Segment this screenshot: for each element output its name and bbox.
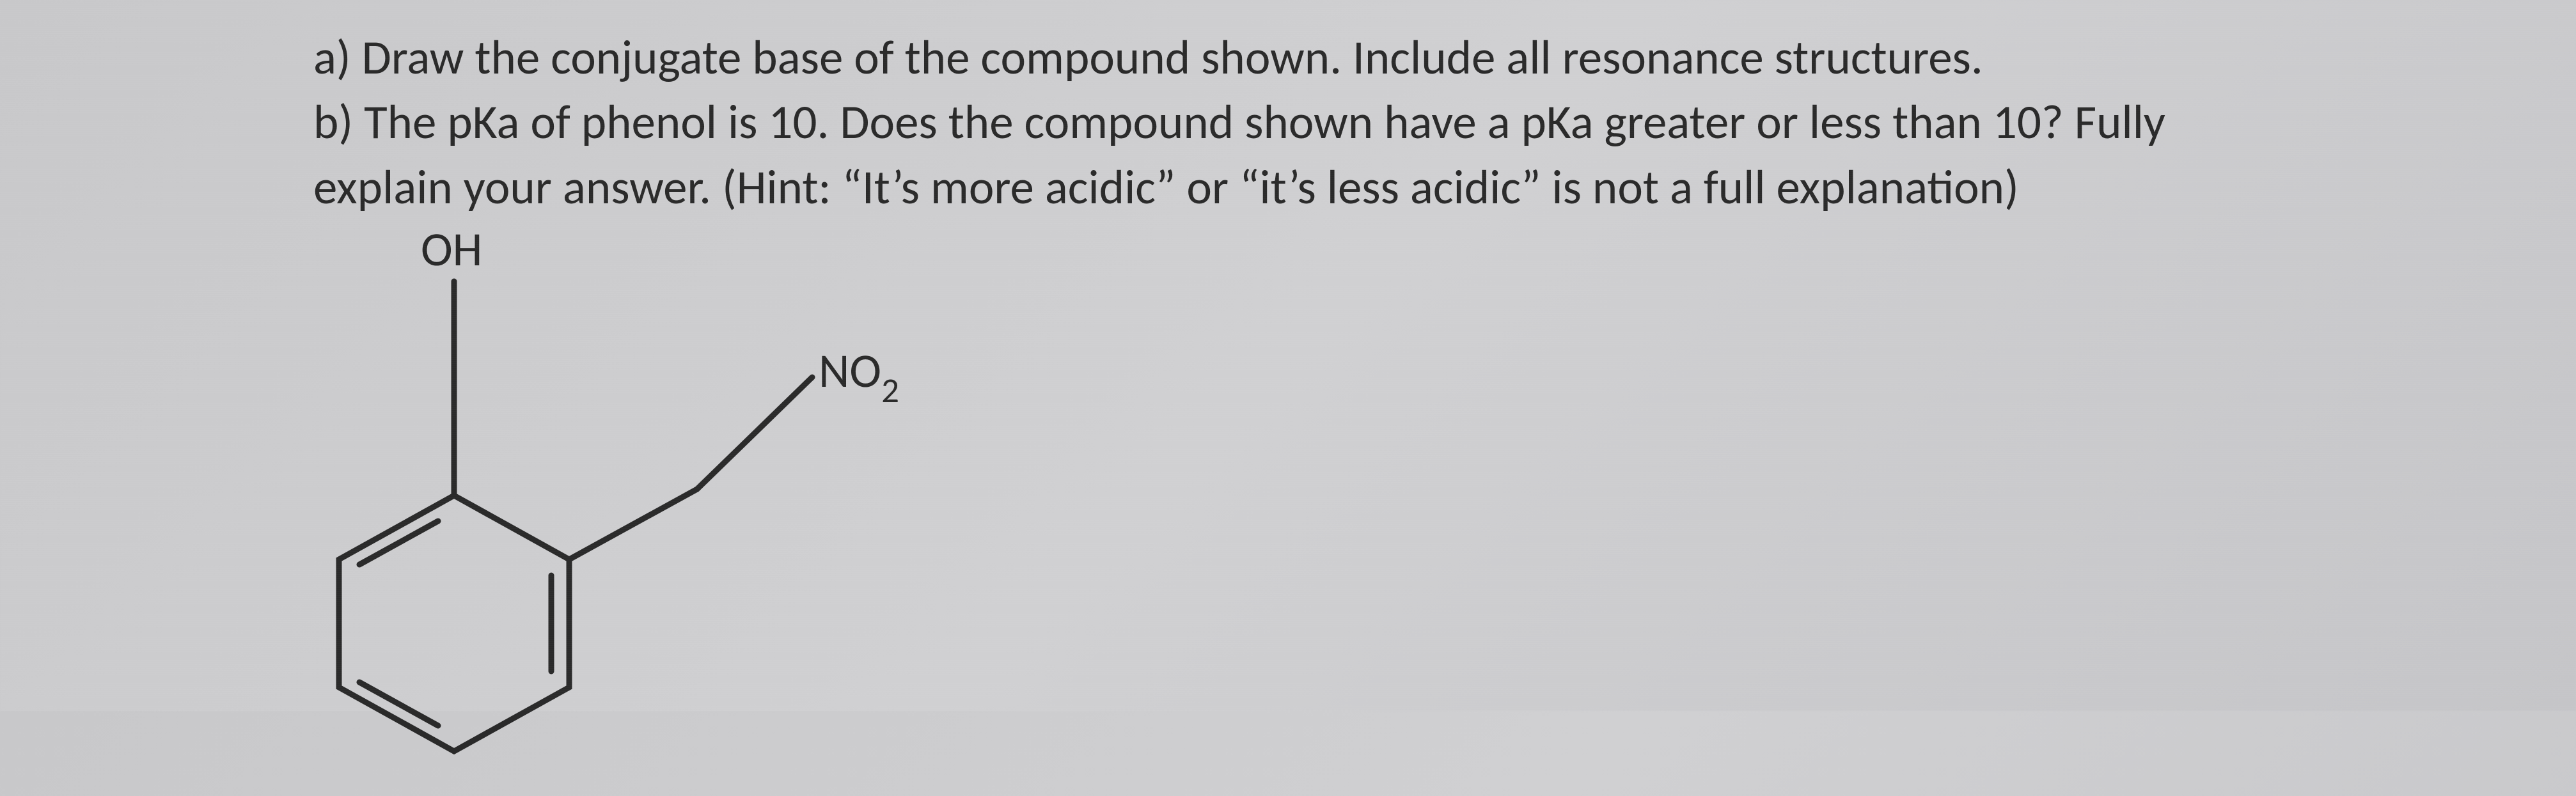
- benzene-ring: [339, 496, 569, 751]
- question-line-a: a) Draw the conjugate base of the compou…: [313, 26, 2263, 90]
- ch2-bond: [569, 489, 697, 559]
- question-line-b: b) The pKa of phenol is 10. Does the com…: [313, 90, 2263, 155]
- molecule-structure-svg: [313, 221, 889, 796]
- question-container: a) Draw the conjugate base of the compou…: [0, 0, 2576, 246]
- question-line-b2: explain your answer. (Hint: “It’s more a…: [313, 155, 2263, 220]
- question-text-block: a) Draw the conjugate base of the compou…: [313, 26, 2263, 220]
- no2-bond: [697, 377, 812, 489]
